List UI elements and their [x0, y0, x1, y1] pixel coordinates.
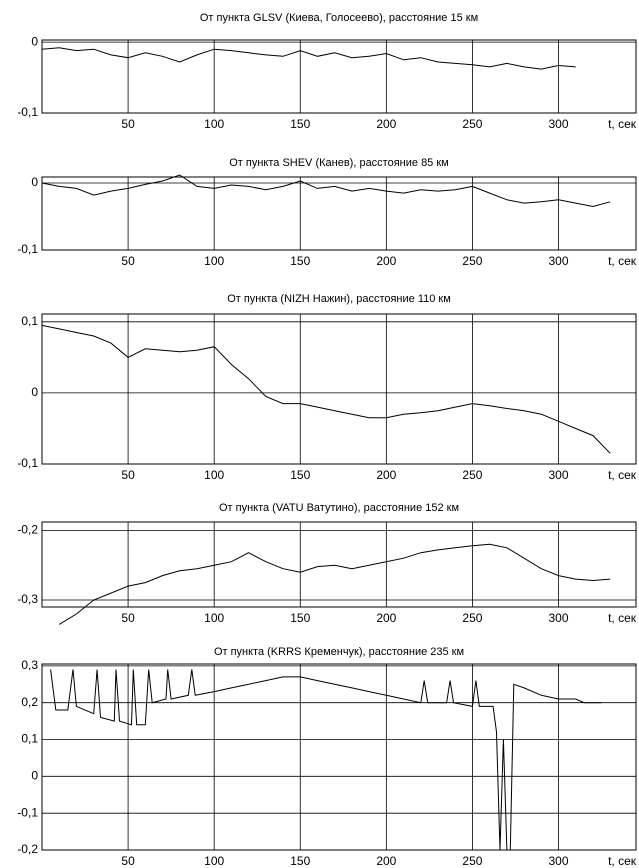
y-tick-label: -0,2 — [17, 523, 38, 537]
x-tick-label: 50 — [121, 254, 135, 268]
y-tick-label: 0 — [31, 34, 38, 48]
x-tick-label: 250 — [462, 611, 482, 625]
y-tick-label: 0 — [31, 385, 38, 399]
x-tick-label: 200 — [376, 854, 396, 868]
plot-frame — [41, 521, 637, 608]
x-tick-label: 200 — [376, 117, 396, 131]
chart-title: От пункта (NIZH Нажин), расстояние 110 к… — [227, 293, 451, 305]
data-line — [58, 543, 611, 625]
chart-title: От пункта (KRRS Кременчук), расстояние 2… — [214, 646, 464, 658]
x-tick-label: 50 — [121, 468, 135, 482]
y-tick-label: -0,1 — [17, 105, 38, 119]
x-tick-label: 150 — [290, 611, 310, 625]
x-tick-label: 250 — [462, 254, 482, 268]
x-tick-label: 300 — [549, 117, 569, 131]
x-axis-label: t, сек — [608, 854, 637, 868]
x-axis-label: t, сек — [608, 254, 637, 268]
x-tick-label: 100 — [204, 854, 224, 868]
chart-title: От пункта SHEV (Канев), расстояние 85 км — [229, 157, 449, 169]
x-tick-label: 300 — [549, 611, 569, 625]
x-tick-label: 100 — [204, 468, 224, 482]
x-tick-label: 200 — [376, 254, 396, 268]
plot-frame — [41, 313, 637, 465]
data-line — [41, 324, 611, 454]
data-line — [50, 669, 602, 851]
x-axis-label: t, сек — [608, 117, 637, 131]
y-tick-label: 0,1 — [21, 732, 38, 746]
x-tick-label: 150 — [290, 254, 310, 268]
y-tick-label: 0,2 — [21, 695, 38, 709]
plot-frame — [41, 39, 637, 114]
plot-frame — [41, 663, 637, 851]
x-tick-label: 300 — [549, 254, 569, 268]
y-tick-label: 0 — [31, 175, 38, 189]
x-tick-label: 300 — [549, 468, 569, 482]
y-tick-label: -0,1 — [17, 242, 38, 256]
x-axis-label: t, сек — [608, 611, 637, 625]
y-tick-label: -0,1 — [17, 805, 38, 819]
x-tick-label: 50 — [121, 117, 135, 131]
x-tick-label: 150 — [290, 468, 310, 482]
y-tick-label: 0 — [31, 769, 38, 783]
x-tick-label: 150 — [290, 117, 310, 131]
y-tick-label: 0,3 — [21, 658, 38, 672]
x-tick-label: 200 — [376, 611, 396, 625]
data-line — [41, 174, 611, 208]
x-tick-label: 100 — [204, 254, 224, 268]
y-tick-label: -0,2 — [17, 842, 38, 856]
x-tick-label: 250 — [462, 854, 482, 868]
x-tick-label: 100 — [204, 611, 224, 625]
y-tick-label: 0,1 — [21, 314, 38, 328]
chart-title: От пункта (VATU Ватутино), расстояние 15… — [219, 502, 459, 514]
x-tick-label: 300 — [549, 854, 569, 868]
x-tick-label: 250 — [462, 117, 482, 131]
x-tick-label: 50 — [121, 611, 135, 625]
y-tick-label: -0,1 — [17, 456, 38, 470]
y-tick-label: -0,3 — [17, 592, 38, 606]
x-tick-label: 150 — [290, 854, 310, 868]
x-tick-label: 100 — [204, 117, 224, 131]
x-tick-label: 250 — [462, 468, 482, 482]
x-tick-label: 50 — [121, 854, 135, 868]
chart-title: От пункта GLSV (Киева, Голосеево), расст… — [200, 12, 478, 24]
x-tick-label: 200 — [376, 468, 396, 482]
x-axis-label: t, сек — [608, 468, 637, 482]
data-line — [41, 47, 576, 70]
